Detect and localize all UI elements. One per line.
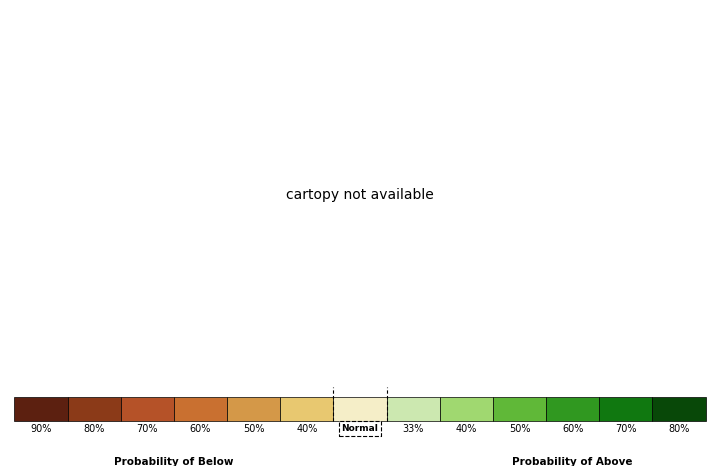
Text: Probability of Below: Probability of Below [114,457,234,466]
Text: 33%: 33% [402,424,424,434]
Bar [14,397,68,421]
Text: 60%: 60% [562,424,583,434]
Bar [599,397,652,421]
Bar [68,397,121,421]
Text: cartopy not available: cartopy not available [286,188,434,202]
Text: 50%: 50% [509,424,530,434]
Text: 40%: 40% [456,424,477,434]
Text: 33%: 33% [349,424,371,434]
Bar [387,397,440,421]
Bar [227,397,280,421]
Text: 80%: 80% [84,424,105,434]
Bar [280,397,333,421]
Bar [546,397,599,421]
Text: Probability of Above: Probability of Above [513,457,633,466]
Text: 50%: 50% [243,424,264,434]
Text: 80%: 80% [668,424,690,434]
Bar [174,397,227,421]
Text: 70%: 70% [137,424,158,434]
Bar [652,397,706,421]
Text: Normal: Normal [341,424,379,433]
Bar [440,397,493,421]
Bar [121,397,174,421]
Bar [333,397,387,421]
Text: 70%: 70% [615,424,636,434]
Text: 60%: 60% [190,424,211,434]
Text: 40%: 40% [296,424,318,434]
Bar [493,397,546,421]
Text: 90%: 90% [30,424,52,434]
